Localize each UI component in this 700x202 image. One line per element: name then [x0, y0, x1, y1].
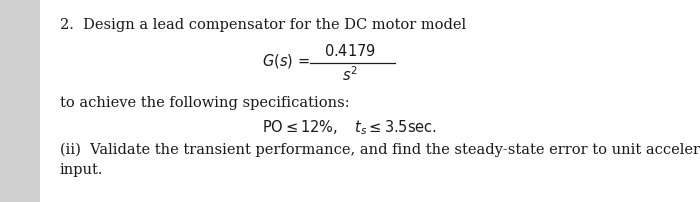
Text: $\mathrm{PO} \leq 12\%,\quad t_s \leq 3.5\mathrm{sec.}$: $\mathrm{PO} \leq 12\%,\quad t_s \leq 3.…	[262, 118, 438, 137]
Text: $G(s)\,=$: $G(s)\,=$	[262, 52, 310, 70]
Text: to achieve the following specifications:: to achieve the following specifications:	[60, 96, 349, 110]
Text: input.: input.	[60, 163, 104, 177]
Text: $s^2$: $s^2$	[342, 65, 358, 84]
Text: $0.4179$: $0.4179$	[324, 43, 376, 59]
Text: (ii)  Validate the transient performance, and find the steady-state error to uni: (ii) Validate the transient performance,…	[60, 143, 700, 157]
Text: 2.  Design a lead compensator for the DC motor model: 2. Design a lead compensator for the DC …	[60, 18, 466, 32]
